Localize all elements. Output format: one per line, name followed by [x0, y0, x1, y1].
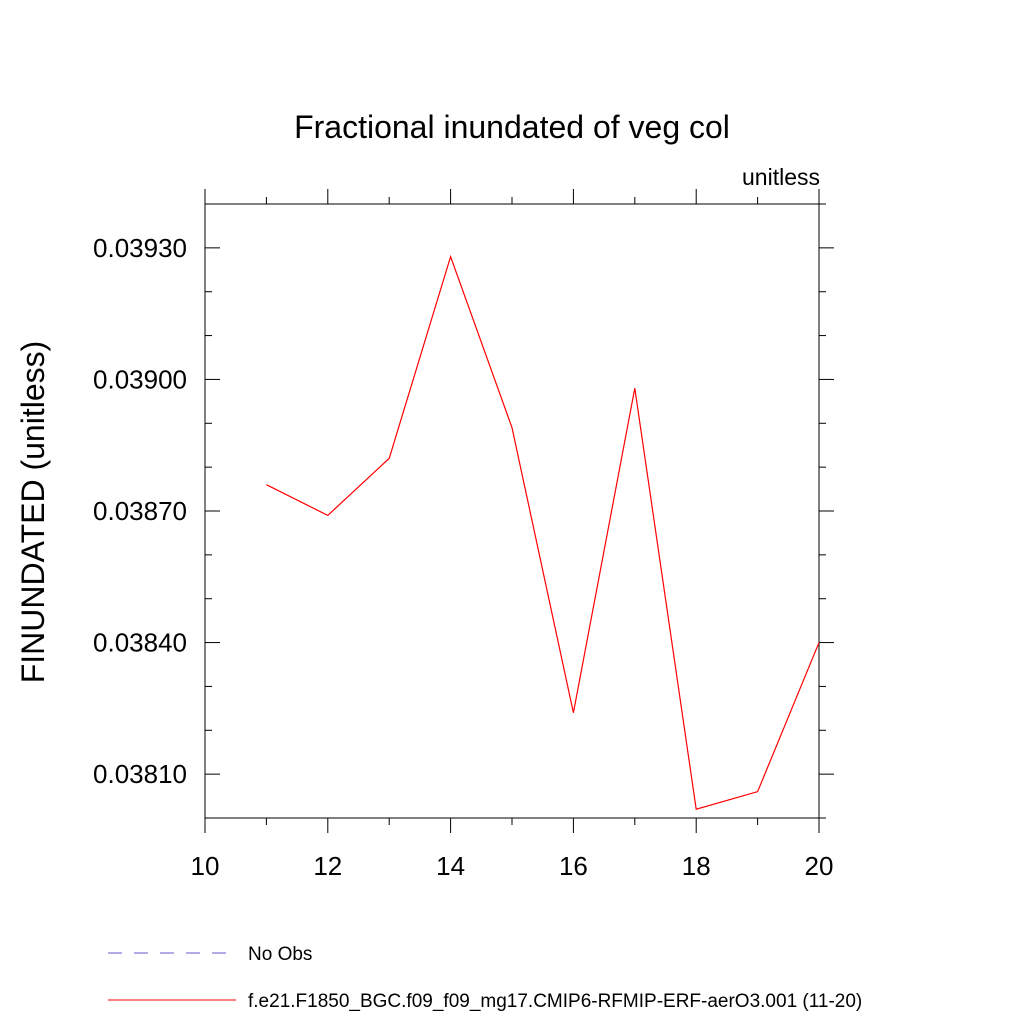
- legend: No Obs f.e21.F1850_BGC.f09_f09_mg17.CMIP6…: [108, 944, 862, 1012]
- x-tick-label: 10: [191, 851, 220, 881]
- legend-label: f.e21.F1850_BGC.f09_f09_mg17.CMIP6-RFMIP…: [248, 991, 862, 1012]
- y-tick-label: 0.03930: [93, 233, 187, 263]
- plot-frame: [204, 203, 820, 819]
- series-line: [266, 254, 820, 810]
- units-label: unitless: [742, 164, 820, 190]
- series-lines: [266, 254, 820, 810]
- x-tick-label: 18: [682, 851, 711, 881]
- legend-label: No Obs: [248, 944, 312, 965]
- axis-ticks: [204, 189, 834, 833]
- y-axis-label: FINUNDATED (unitless): [15, 341, 51, 684]
- axis-tick-labels: 10 12 14 16 18 20 0.03810 0.03840 0.03870 0.03900…: [93, 233, 833, 881]
- x-tick-label: 12: [313, 851, 342, 881]
- y-tick-label: 0.03840: [93, 628, 187, 658]
- y-tick-label: 0.03900: [93, 364, 187, 394]
- x-tick-label: 20: [805, 851, 834, 881]
- y-tick-label: 0.03810: [93, 759, 187, 789]
- y-tick-label: 0.03870: [93, 496, 187, 526]
- x-tick-label: 14: [436, 851, 465, 881]
- x-tick-label: 16: [559, 851, 588, 881]
- chart-title: Fractional inundated of veg col: [294, 109, 730, 145]
